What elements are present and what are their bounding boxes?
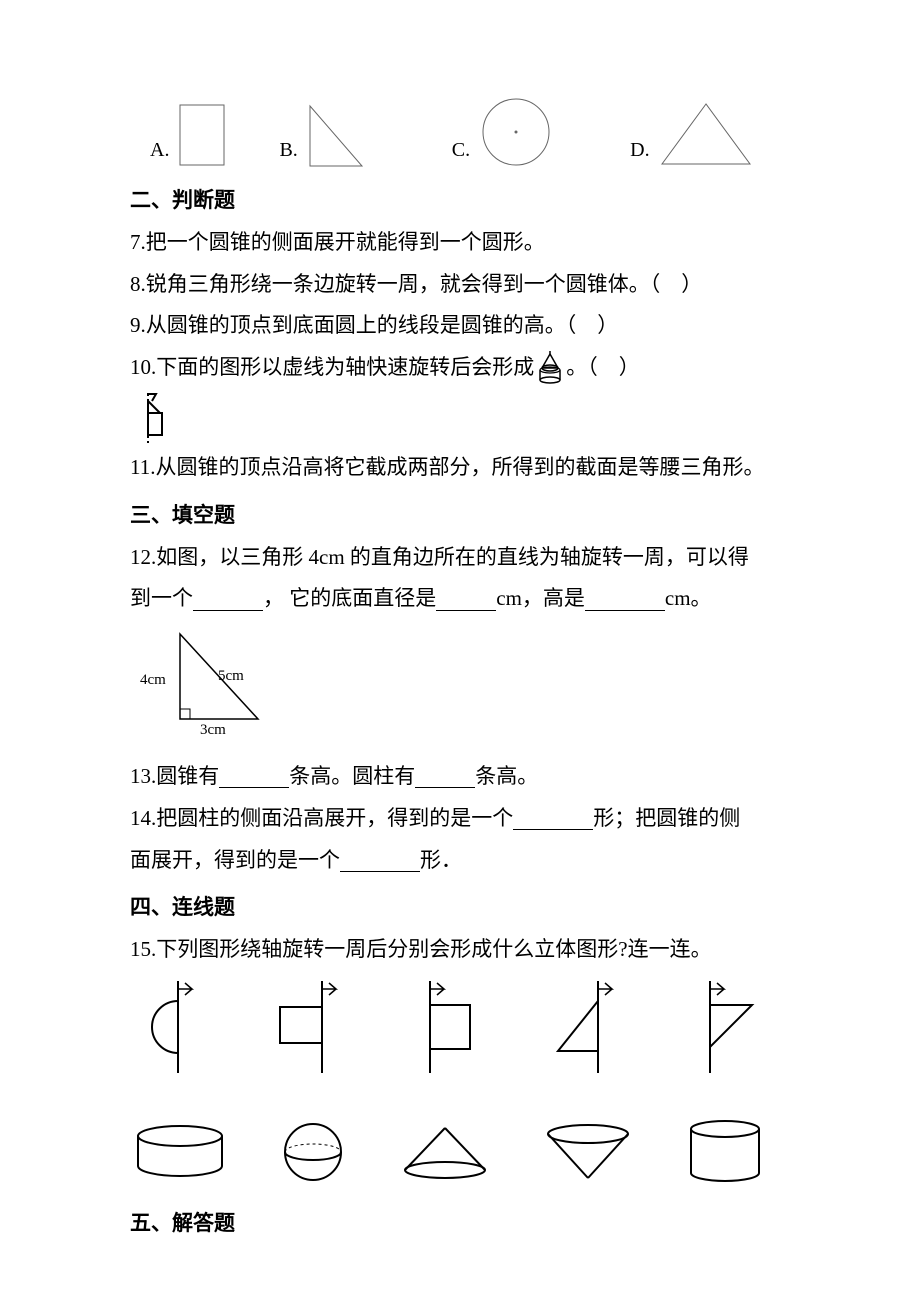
q12-label-3cm: 3cm bbox=[200, 722, 226, 738]
q6-options: A. B. C. D. bbox=[150, 96, 810, 168]
q15-bottom-row bbox=[130, 1117, 770, 1187]
q12-blank-2 bbox=[436, 588, 496, 611]
q15-tall-cylinder-icon bbox=[680, 1117, 770, 1187]
q10-below-shape bbox=[140, 391, 810, 445]
q6-rectangle-icon bbox=[179, 104, 225, 168]
q12-figure: 4cm 5cm 3cm bbox=[130, 624, 810, 752]
q15-triangle-down-icon bbox=[680, 977, 770, 1077]
q6-opt-c-label: C. bbox=[452, 132, 470, 168]
q12-b-1: 到一个 bbox=[130, 580, 193, 618]
q12-label-5cm: 5cm bbox=[218, 668, 244, 684]
q13-c: 条高。 bbox=[475, 758, 538, 796]
q15-cone-up-icon bbox=[395, 1122, 495, 1182]
q14-blank-2 bbox=[340, 849, 420, 872]
q10-rotation-shape-icon bbox=[140, 391, 168, 445]
q13-line: 13.圆锥有 条高。圆柱有 条高。 bbox=[130, 758, 810, 796]
q15-triangle-up-icon bbox=[540, 977, 630, 1077]
q15-sphere-icon bbox=[273, 1117, 353, 1187]
q12-label-4cm: 4cm bbox=[140, 672, 166, 688]
q12-blank-3 bbox=[585, 588, 665, 611]
q10-text-b: 。（ ） bbox=[566, 349, 640, 387]
q12-text-a: 12.如图，以三角形 4cm 的直角边所在的直线为轴旋转一周，可以得 bbox=[130, 539, 810, 577]
q15-semicircle-icon bbox=[130, 977, 210, 1077]
q8-text: 8.锐角三角形绕一条边旋转一周，就会得到一个圆锥体。（ ） bbox=[130, 266, 810, 304]
q6-opt-b-label: B. bbox=[279, 132, 297, 168]
q13-blank-2 bbox=[415, 765, 475, 788]
q12-b-2: ， 它的底面直径是 bbox=[263, 580, 436, 618]
section-2-title: 二、判断题 bbox=[130, 182, 810, 220]
q9-text: 9.从圆锥的顶点到底面圆上的线段是圆锥的高。（ ） bbox=[130, 307, 810, 345]
section-3-title: 三、填空题 bbox=[130, 497, 810, 535]
q14-line-2: 面展开，得到的是一个 形． bbox=[130, 842, 810, 880]
q14-d: 形． bbox=[420, 842, 462, 880]
q12-blank-1 bbox=[193, 588, 263, 611]
q10-cone-on-cylinder-icon bbox=[536, 351, 564, 385]
q14-blank-1 bbox=[513, 807, 593, 830]
q11-text: 11.从圆锥的顶点沿高将它截成两部分，所得到的截面是等腰三角形。 bbox=[130, 449, 810, 487]
q15-top-row bbox=[130, 977, 770, 1077]
q6-opt-a-label: A. bbox=[150, 132, 169, 168]
q14-c: 面展开，得到的是一个 bbox=[130, 842, 340, 880]
q10-text-a: 10.下面的图形以虚线为轴快速旋转后会形成 bbox=[130, 349, 534, 387]
q7-text: 7.把一个圆锥的侧面展开就能得到一个圆形。 bbox=[130, 224, 810, 262]
q15-rect-left-icon bbox=[260, 977, 350, 1077]
q10-line: 10.下面的图形以虚线为轴快速旋转后会形成 。（ ） bbox=[130, 349, 810, 387]
q6-opt-d-label: D. bbox=[630, 132, 649, 168]
q12-b-3: cm，高是 bbox=[496, 580, 585, 618]
q12-triangle-icon: 4cm 5cm 3cm bbox=[130, 624, 300, 739]
section-4-title: 四、连线题 bbox=[130, 889, 810, 927]
q14-a: 14.把圆柱的侧面沿高展开，得到的是一个 bbox=[130, 800, 513, 838]
q14-b: 形；把圆锥的侧 bbox=[593, 800, 740, 838]
q15-text: 15.下列图形绕轴旋转一周后分别会形成什么立体图形?连一连。 bbox=[130, 931, 810, 969]
q15-short-cylinder-icon bbox=[130, 1122, 230, 1182]
q13-b: 条高。圆柱有 bbox=[289, 758, 415, 796]
q6-isoceles-triangle-icon bbox=[660, 102, 752, 168]
q12-text-b: 到一个 ， 它的底面直径是 cm，高是 cm。 bbox=[130, 580, 810, 618]
q15-cone-down-icon bbox=[538, 1120, 638, 1184]
q13-a: 13.圆锥有 bbox=[130, 758, 219, 796]
q14-line-1: 14.把圆柱的侧面沿高展开，得到的是一个 形；把圆锥的侧 bbox=[130, 800, 810, 838]
section-5-title: 五、解答题 bbox=[130, 1205, 810, 1243]
q12-b-4: cm。 bbox=[665, 580, 712, 618]
q6-right-triangle-icon bbox=[308, 104, 364, 168]
q15-rect-right-icon bbox=[400, 977, 490, 1077]
q13-blank-1 bbox=[219, 765, 289, 788]
q6-circle-icon bbox=[480, 96, 552, 168]
